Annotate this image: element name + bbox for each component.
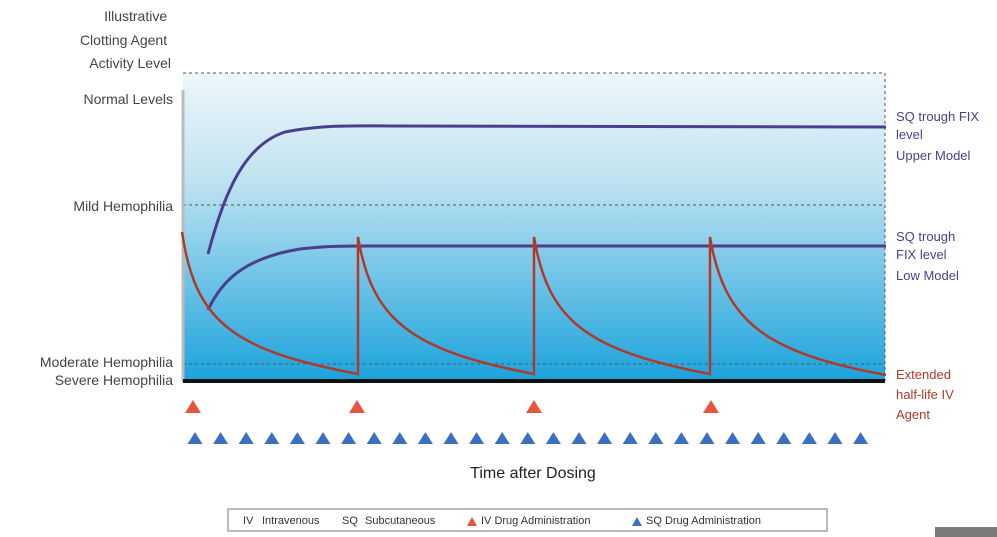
y-axis-title-line-2: Clotting Agent bbox=[80, 32, 167, 48]
series-label-sq-upper: SQ trough FIX level Upper Model bbox=[896, 109, 983, 163]
series-label-iv-line-1: Extended bbox=[896, 367, 951, 382]
sq-dose-marker bbox=[597, 432, 612, 444]
sq-dose-marker bbox=[546, 432, 561, 444]
series-label-sq-upper-line-2: level bbox=[896, 127, 923, 142]
series-label-sq-upper-line-3: Upper Model bbox=[896, 148, 971, 163]
level-label-normal: Normal Levels bbox=[84, 91, 173, 107]
sq-dose-marker bbox=[648, 432, 663, 444]
sq-dose-marker bbox=[572, 432, 587, 444]
sq-dose-marker bbox=[776, 432, 791, 444]
series-label-iv-line-3: Agent bbox=[896, 407, 930, 422]
iv-dose-marker bbox=[349, 400, 365, 413]
level-label-severe: Severe Hemophilia bbox=[55, 372, 173, 388]
sq-dose-marker bbox=[700, 432, 715, 444]
level-label-mild: Mild Hemophilia bbox=[73, 198, 173, 214]
legend-sq-admin-text: SQ Drug Administration bbox=[646, 515, 761, 527]
series-label-sq-low: SQ trough FIX level Low Model bbox=[896, 229, 959, 283]
series-label-sq-low-line-2: FIX level bbox=[896, 247, 947, 262]
series-label-sq-upper-line-1: SQ trough FIX bbox=[896, 109, 979, 124]
sq-dose-marker bbox=[213, 432, 228, 444]
sq-dose-marker bbox=[341, 432, 356, 444]
legend-sq-text: Subcutaneous bbox=[365, 515, 436, 527]
sq-dose-marker bbox=[828, 432, 843, 444]
series-label-iv: Extended half-life IV Agent bbox=[896, 367, 957, 422]
sq-dose-marker bbox=[239, 432, 254, 444]
sq-dose-markers bbox=[188, 432, 869, 444]
x-axis-title: Time after Dosing bbox=[470, 465, 596, 482]
sq-dose-marker bbox=[674, 432, 689, 444]
legend-iv-abbr: IV bbox=[243, 515, 254, 527]
sq-dose-marker bbox=[802, 432, 817, 444]
sq-dose-marker bbox=[751, 432, 766, 444]
series-label-sq-low-line-3: Low Model bbox=[896, 268, 959, 283]
legend-sq-abbr: SQ bbox=[342, 515, 358, 527]
sq-dose-marker bbox=[495, 432, 510, 444]
sq-dose-marker bbox=[520, 432, 535, 444]
iv-dose-marker bbox=[526, 400, 542, 413]
y-axis-title-line-3: Activity Level bbox=[89, 55, 171, 71]
sq-dose-marker bbox=[290, 432, 305, 444]
iv-dose-marker bbox=[185, 400, 201, 413]
corner-block bbox=[935, 527, 997, 537]
level-label-moderate: Moderate Hemophilia bbox=[40, 354, 173, 370]
sq-dose-marker bbox=[469, 432, 484, 444]
y-axis-title-line-1: Illustrative bbox=[104, 8, 167, 24]
sq-dose-marker bbox=[853, 432, 868, 444]
sq-dose-marker bbox=[392, 432, 407, 444]
sq-dose-marker bbox=[188, 432, 203, 444]
legend: IV Intravenous SQ Subcutaneous IV Drug A… bbox=[228, 509, 827, 531]
sq-dose-marker bbox=[316, 432, 331, 444]
sq-dose-marker bbox=[623, 432, 638, 444]
sq-dose-marker bbox=[264, 432, 279, 444]
series-label-iv-line-2: half-life IV bbox=[896, 387, 954, 402]
y-axis-title: Illustrative Clotting Agent Activity Lev… bbox=[80, 8, 171, 71]
sq-dose-marker bbox=[444, 432, 459, 444]
sq-dose-marker bbox=[367, 432, 382, 444]
iv-dose-markers bbox=[185, 400, 719, 413]
legend-iv-admin-text: IV Drug Administration bbox=[481, 515, 590, 527]
sq-dose-marker bbox=[418, 432, 433, 444]
iv-dose-marker bbox=[703, 400, 719, 413]
sq-dose-marker bbox=[725, 432, 740, 444]
series-label-sq-low-line-1: SQ trough bbox=[896, 229, 955, 244]
legend-iv-text: Intravenous bbox=[262, 515, 320, 527]
